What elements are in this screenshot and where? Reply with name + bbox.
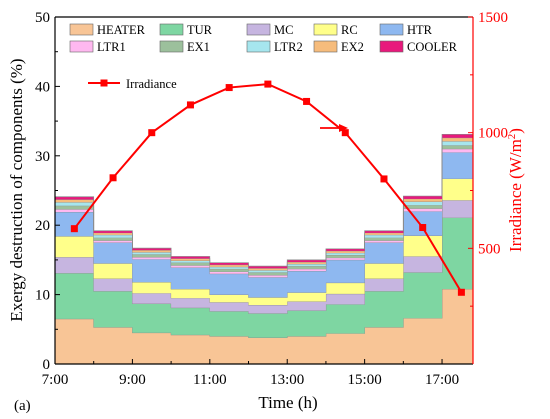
legend-swatch-ltr1 xyxy=(69,40,94,53)
irradiance-marker xyxy=(148,129,156,137)
y2-tick-label: 500 xyxy=(478,241,501,257)
legend-swatch-heater xyxy=(69,23,94,36)
y-tick-label: 30 xyxy=(35,149,50,165)
irradiance-marker xyxy=(109,174,117,182)
x-tick-label: 7:00 xyxy=(42,372,69,388)
y2-axis-title: Irradiance (W/m2) xyxy=(506,128,525,252)
irradiance-marker xyxy=(419,224,427,232)
panel-label: (a) xyxy=(14,398,31,414)
x-tick-label: 11:00 xyxy=(193,372,227,388)
legend-swatch-ltr2 xyxy=(246,40,271,53)
area-heater xyxy=(55,289,473,364)
legend-swatch-htr xyxy=(379,23,404,36)
x-tick-label: 15:00 xyxy=(348,372,382,388)
legend-label-heater: HEATER xyxy=(97,23,146,37)
legend-label-ltr1: LTR1 xyxy=(97,40,126,54)
ticks: 0 10 20 30 40 50 7:00 9:00 11:00 13:00 15:00 17:00 5… xyxy=(35,10,508,388)
legend-marker-irradiance xyxy=(100,79,108,87)
legend-label-tur: TUR xyxy=(187,23,213,37)
legend-swatch-rc xyxy=(313,23,338,36)
area-htr xyxy=(55,152,473,298)
y-tick-label: 50 xyxy=(35,10,50,26)
y-tick-label: 10 xyxy=(35,288,50,304)
irradiance-marker xyxy=(380,175,388,183)
legend-label-ltr2: LTR2 xyxy=(274,40,303,54)
x-tick-label: 13:00 xyxy=(270,372,304,388)
y-tick-label: 20 xyxy=(35,218,50,234)
x-tick-label: 17:00 xyxy=(425,372,459,388)
area-mc xyxy=(55,200,473,314)
y2-axis-title-close: ) xyxy=(506,128,525,134)
y2-axis-title-sup: 2 xyxy=(506,134,518,140)
arrow-right-icon xyxy=(339,124,348,132)
irradiance-marker xyxy=(264,80,272,88)
x-tick-label: 9:00 xyxy=(119,372,146,388)
legend-label-ex2: EX2 xyxy=(341,40,364,54)
legend-swatch-tur xyxy=(159,23,184,36)
legend-swatch-mc xyxy=(246,23,271,36)
y2-axis-title-main: Irradiance (W/m xyxy=(506,139,525,252)
legend-label-rc: RC xyxy=(341,23,358,37)
y2-tick-label: 1000 xyxy=(478,126,508,142)
area-edge-cooler xyxy=(55,133,473,267)
legend-label-cooler: COOLER xyxy=(407,40,458,54)
y-tick-label: 0 xyxy=(43,357,51,373)
irradiance-layer xyxy=(70,80,465,296)
y-axis-title: Exergy destruction of components (%) xyxy=(7,58,26,321)
stacked-areas xyxy=(55,133,473,364)
legend-label-mc: MC xyxy=(274,23,293,37)
area-tur xyxy=(55,217,473,338)
y-tick-label: 40 xyxy=(35,79,50,95)
y2-tick-label: 1500 xyxy=(478,10,508,26)
legend-label-irradiance: Irradiance xyxy=(126,77,177,91)
legend-label-htr: HTR xyxy=(407,23,433,37)
area-rc xyxy=(55,178,473,306)
legend-swatch-ex2 xyxy=(313,40,338,53)
legend-swatch-cooler xyxy=(379,40,404,53)
irradiance-marker xyxy=(186,101,194,109)
irradiance-marker xyxy=(303,97,311,105)
x-axis-title: Time (h) xyxy=(258,393,317,412)
irradiance-marker xyxy=(457,288,465,296)
irradiance-marker xyxy=(70,225,78,233)
legend-swatch-ex1 xyxy=(159,40,184,53)
irradiance-marker xyxy=(225,84,233,92)
legend: HEATER TUR MC RC HTR LTR1 EX1 LTR2 EX2 COOLER Irra… xyxy=(69,23,458,91)
irradiance-marker xyxy=(341,129,349,137)
legend-label-ex1: EX1 xyxy=(187,40,210,54)
